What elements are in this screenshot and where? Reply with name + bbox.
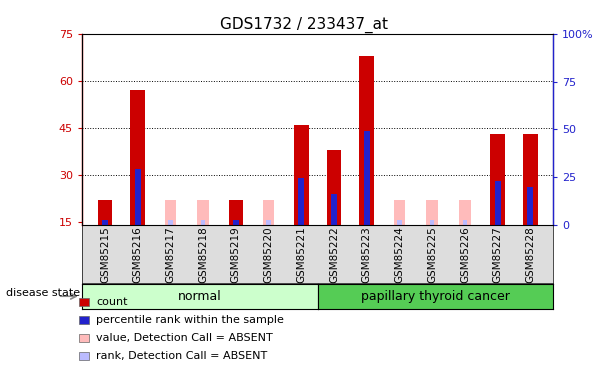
Bar [359,56,374,225]
Text: GSM85228: GSM85228 [525,227,536,284]
Bar [495,181,500,225]
Bar [165,200,176,225]
Text: count: count [96,297,128,307]
Text: disease state: disease state [6,288,80,298]
Bar [135,169,140,225]
Bar [523,134,537,225]
Text: GSM85224: GSM85224 [395,227,404,284]
Bar [263,200,274,225]
Text: GDS1732 / 233437_at: GDS1732 / 233437_at [220,17,388,33]
Bar [364,131,370,225]
Text: GSM85226: GSM85226 [460,227,470,284]
Bar [397,220,402,225]
Bar [201,220,206,225]
Bar [233,220,239,225]
Bar [299,178,304,225]
Text: GSM85223: GSM85223 [362,227,371,284]
Bar [102,220,108,225]
Text: GSM85222: GSM85222 [329,227,339,284]
Text: GSM85221: GSM85221 [296,227,306,284]
Bar [198,200,209,225]
Text: GSM85218: GSM85218 [198,227,208,284]
Bar [130,90,145,225]
Text: GSM85215: GSM85215 [100,227,110,284]
Text: normal: normal [178,290,222,303]
Bar [527,188,533,225]
Bar [266,220,271,225]
Text: value, Detection Call = ABSENT: value, Detection Call = ABSENT [96,333,273,343]
Text: GSM85225: GSM85225 [427,227,437,284]
Bar [426,200,438,225]
Text: GSM85220: GSM85220 [264,227,274,284]
Bar [98,200,112,225]
Bar [331,194,337,225]
Bar [430,220,435,225]
Text: GSM85227: GSM85227 [492,227,503,284]
Bar [459,200,471,225]
Text: GSM85217: GSM85217 [165,227,176,284]
Bar [463,220,467,225]
Bar [394,200,405,225]
Text: percentile rank within the sample: percentile rank within the sample [96,315,284,325]
Bar [229,200,243,225]
Text: GSM85219: GSM85219 [231,227,241,284]
Bar [294,124,309,225]
Text: rank, Detection Call = ABSENT: rank, Detection Call = ABSENT [96,351,268,361]
Text: GSM85216: GSM85216 [133,227,143,284]
Bar [326,150,342,225]
Text: papillary thyroid cancer: papillary thyroid cancer [361,290,510,303]
Bar [490,134,505,225]
Bar [168,220,173,225]
